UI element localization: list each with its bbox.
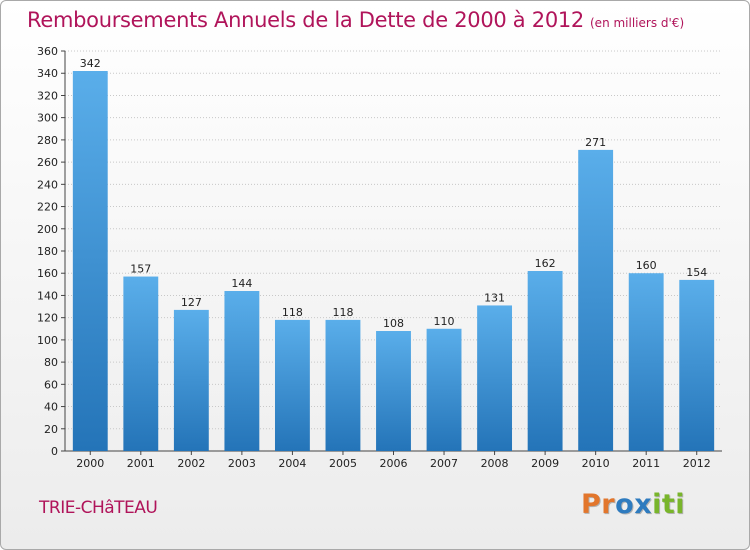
y-tick-label: 200: [37, 223, 58, 236]
y-tick-label: 280: [37, 134, 58, 147]
x-tick-label-2003: 2003: [228, 457, 256, 470]
bar-2010: [578, 149, 614, 451]
logo-letter: x: [634, 489, 653, 520]
x-tick-label-2002: 2002: [177, 457, 205, 470]
x-tick-label-2012: 2012: [683, 457, 711, 470]
data-label-2002: 127: [181, 296, 202, 309]
bar-2000: [72, 71, 108, 451]
y-tick-label: 20: [44, 423, 58, 436]
y-tick-label: 260: [37, 156, 58, 169]
logo-letter: t: [661, 489, 676, 520]
y-tick-label: 180: [37, 245, 58, 258]
y-tick-label: 60: [44, 378, 58, 391]
data-label-2010: 271: [585, 136, 606, 149]
x-tick-label-2006: 2006: [380, 457, 408, 470]
x-tick-label-2008: 2008: [481, 457, 509, 470]
y-tick-label: 80: [44, 356, 58, 369]
data-label-2005: 118: [332, 306, 353, 319]
y-tick-label: 340: [37, 67, 58, 80]
y-tick-label: 100: [37, 334, 58, 347]
data-label-2006: 108: [383, 317, 404, 330]
data-label-2011: 160: [636, 259, 657, 272]
y-tick-label: 120: [37, 312, 58, 325]
bar-2007: [426, 328, 462, 451]
bar-2004: [274, 319, 310, 451]
x-tick-label-2005: 2005: [329, 457, 357, 470]
logo-letter: P: [581, 489, 602, 520]
x-tick-label-2010: 2010: [582, 457, 610, 470]
logo-letter: i: [652, 489, 662, 520]
data-label-2007: 110: [434, 315, 455, 328]
bars: [72, 71, 715, 451]
data-label-2001: 157: [130, 263, 151, 276]
data-label-2000: 342: [80, 57, 101, 70]
x-tick-label-2007: 2007: [430, 457, 458, 470]
x-tick-label-2011: 2011: [632, 457, 660, 470]
bar-2006: [376, 331, 411, 451]
data-label-2012: 154: [686, 266, 707, 279]
proxiti-logo: Proxiti: [581, 489, 685, 520]
axes: 0 20 40 60 80 100 120 140 160 180 200 220 240 260 280 3…: [37, 45, 722, 470]
bar-2001: [123, 276, 159, 451]
x-tick-label-2004: 2004: [278, 457, 306, 470]
bar-2012: [679, 279, 715, 451]
bar-2011: [628, 273, 664, 451]
logo-letter: i: [675, 489, 686, 520]
chart-title: Remboursements Annuels de la Dette de 20…: [27, 8, 684, 32]
data-labels: 342 157 127 144 118 118 108 110 131 162 271 160 154: [80, 57, 707, 330]
x-tick-label-2009: 2009: [531, 457, 559, 470]
y-tick-label: 140: [37, 289, 58, 302]
x-tick-label-2001: 2001: [127, 457, 155, 470]
data-label-2009: 162: [535, 257, 556, 270]
y-tick-label: 360: [37, 45, 58, 58]
chart-title-unit: (en milliers d'€): [590, 16, 685, 30]
data-label-2003: 144: [231, 277, 252, 290]
commune-name: TRIE-CHâTEAU: [39, 498, 158, 518]
data-label-2008: 131: [484, 291, 505, 304]
bar-2009: [527, 271, 563, 451]
y-tick-label: 220: [37, 201, 58, 214]
y-tick-label: 0: [51, 445, 58, 458]
y-tick-label: 40: [44, 401, 58, 414]
y-tick-label: 240: [37, 178, 58, 191]
logo-letter: o: [615, 489, 635, 520]
chart-title-text: Remboursements Annuels de la Dette de 20…: [27, 8, 584, 32]
bar-2003: [224, 291, 260, 451]
y-tick-label: 160: [37, 267, 58, 280]
y-tick-label: 320: [37, 89, 58, 102]
data-label-2004: 118: [282, 306, 303, 319]
logo-letter: r: [601, 489, 616, 520]
bar-2008: [477, 305, 513, 451]
y-tick-label: 300: [37, 112, 58, 125]
bar-2002: [173, 309, 209, 451]
x-tick-label-2000: 2000: [76, 457, 104, 470]
bar-2005: [325, 319, 361, 451]
